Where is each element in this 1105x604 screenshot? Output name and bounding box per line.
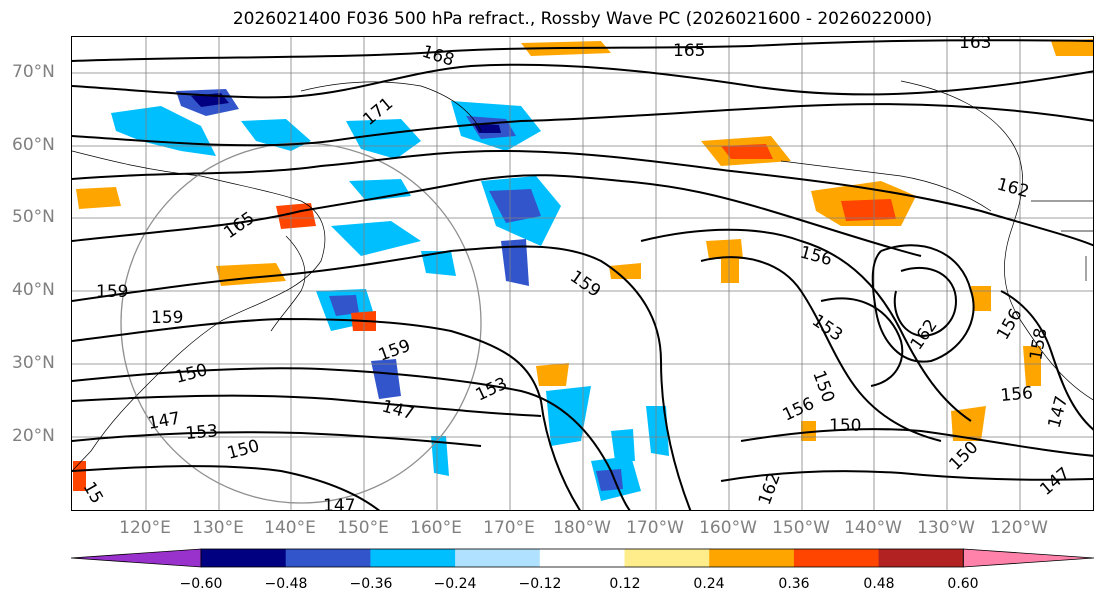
lon-label-140e: 140°E [264, 518, 316, 538]
pos-anomaly-patch [76, 187, 121, 209]
contour-label: 150 [808, 368, 838, 405]
contour-label: 162 [907, 316, 942, 354]
colorbar-cell [201, 549, 287, 567]
pos-anomaly-patch [609, 263, 641, 279]
colorbar-frame [200, 548, 964, 568]
lon-label-150w: 150°W [772, 518, 830, 538]
colorbar-tick-label: 0.24 [693, 576, 725, 592]
neg-anomaly-patch [371, 359, 401, 399]
contour-label: 150 [945, 437, 982, 474]
colorbar-tick-label: 0.12 [609, 576, 641, 592]
map-title: 2026021400 F036 500 hPa refract., Rossby… [232, 9, 933, 29]
colorbar-cell [793, 549, 880, 567]
contour-label: 156 [993, 305, 1027, 343]
colorbar-tick-label: 0.60 [947, 576, 979, 592]
lon-label-130w: 130°W [917, 518, 975, 538]
colorbar-cell [370, 549, 456, 567]
lon-label-130e: 130°E [192, 518, 244, 538]
lon-label-140w: 140°W [844, 518, 902, 538]
lon-label-150e: 150°E [337, 518, 389, 538]
shading-layer [73, 39, 1093, 501]
contour-label: 156 [1000, 383, 1034, 406]
contour-label: 147 [1045, 394, 1073, 431]
pos-anomaly-patch [721, 144, 773, 159]
pos-anomaly-patch [1023, 346, 1041, 386]
contour-label: 163 [959, 37, 991, 53]
contour-label: 159 [96, 282, 128, 302]
pos-anomaly-patch [841, 199, 896, 221]
coastlines [72, 80, 1093, 472]
lon-label-160w: 160°W [699, 518, 757, 538]
map-canvas: 168 165 163 171 165 162 159 159 159 159 … [72, 37, 1093, 511]
neg-anomaly-patch [646, 406, 669, 456]
lat-label-20n: 20°N [12, 426, 55, 446]
pos-anomaly-patch [73, 461, 86, 491]
contour-label: 156 [798, 243, 835, 271]
contour-label: 158 [1026, 326, 1051, 361]
lon-label-120e: 120°E [119, 518, 171, 538]
contour-label: 150 [829, 416, 861, 436]
colorbar-tick-label: −0.24 [433, 576, 477, 592]
pos-anomaly-patch [721, 259, 739, 283]
lon-label-180w: 180°W [553, 518, 611, 538]
contour-label: 147 [323, 496, 355, 511]
contour-lines [72, 39, 1093, 510]
neg-anomaly-patch [489, 189, 541, 223]
lat-label-40n: 40°N [12, 280, 55, 300]
colorbar-tick-label: −0.12 [518, 576, 562, 592]
colorbar-tick-label: 0.36 [778, 576, 810, 592]
lon-label-170w: 170°W [626, 518, 684, 538]
colorbar-cell [624, 549, 710, 567]
contour-label: 159 [151, 308, 183, 328]
contour-label: 147 [146, 409, 181, 434]
contour-label: 147 [1036, 464, 1074, 500]
map-panel: 168 165 163 171 165 162 159 159 159 159 … [71, 36, 1094, 511]
contour-label: 159 [376, 336, 413, 366]
neg-anomaly-patch [501, 239, 529, 286]
pos-anomaly-patch [1051, 39, 1093, 56]
contour-label: 147 [380, 397, 417, 425]
contour-label: 165 [673, 41, 705, 61]
colorbar-cell [709, 549, 795, 567]
neg-anomaly-patch [611, 429, 635, 461]
contour-label: 156 [780, 394, 818, 426]
lat-label-30n: 30°N [12, 353, 55, 373]
contour-label: 150 [225, 436, 262, 464]
colorbar-tick-label: −0.36 [349, 576, 393, 592]
colorbar [71, 548, 1095, 568]
colorbar-cell [455, 549, 541, 567]
pos-anomaly-patch [216, 263, 286, 286]
contour-label: 165 [220, 208, 258, 243]
colorbar-tick-label: −0.60 [179, 576, 223, 592]
contour-label: 159 [566, 267, 604, 302]
colorbar-cell [878, 549, 964, 567]
neg-anomaly-patch [331, 221, 421, 256]
pos-anomaly-patch [706, 239, 743, 259]
pos-anomaly-patch [971, 286, 991, 311]
contour-label: 153 [473, 374, 511, 406]
pos-anomaly-patch [536, 363, 569, 386]
lat-label-60n: 60°N [12, 135, 55, 155]
contour-label: 153 [185, 421, 219, 444]
colorbar-cell [539, 549, 625, 567]
neg-anomaly-patch [329, 295, 359, 316]
lat-label-70n: 70°N [12, 62, 55, 82]
pos-anomaly-patch [951, 406, 986, 441]
lon-label-170e: 170°E [483, 518, 535, 538]
colorbar-extend-max [962, 548, 1095, 568]
lon-label-160e: 160°E [410, 518, 462, 538]
lat-label-50n: 50°N [12, 207, 55, 227]
neg-anomaly-patch [431, 436, 449, 476]
colorbar-cell [285, 549, 371, 567]
colorbar-extend-min [71, 548, 202, 568]
pos-anomaly-patch [801, 421, 816, 441]
contour-label: 162 [995, 175, 1032, 203]
neg-anomaly-patch [473, 123, 501, 133]
neg-anomaly-patch [346, 119, 421, 159]
colorbar-tick-label: −0.48 [264, 576, 308, 592]
contour-label: 168 [419, 42, 456, 71]
neg-anomaly-patch [421, 251, 456, 276]
lon-label-120w: 120°W [990, 518, 1048, 538]
colorbar-tick-label: 0.48 [863, 576, 895, 592]
